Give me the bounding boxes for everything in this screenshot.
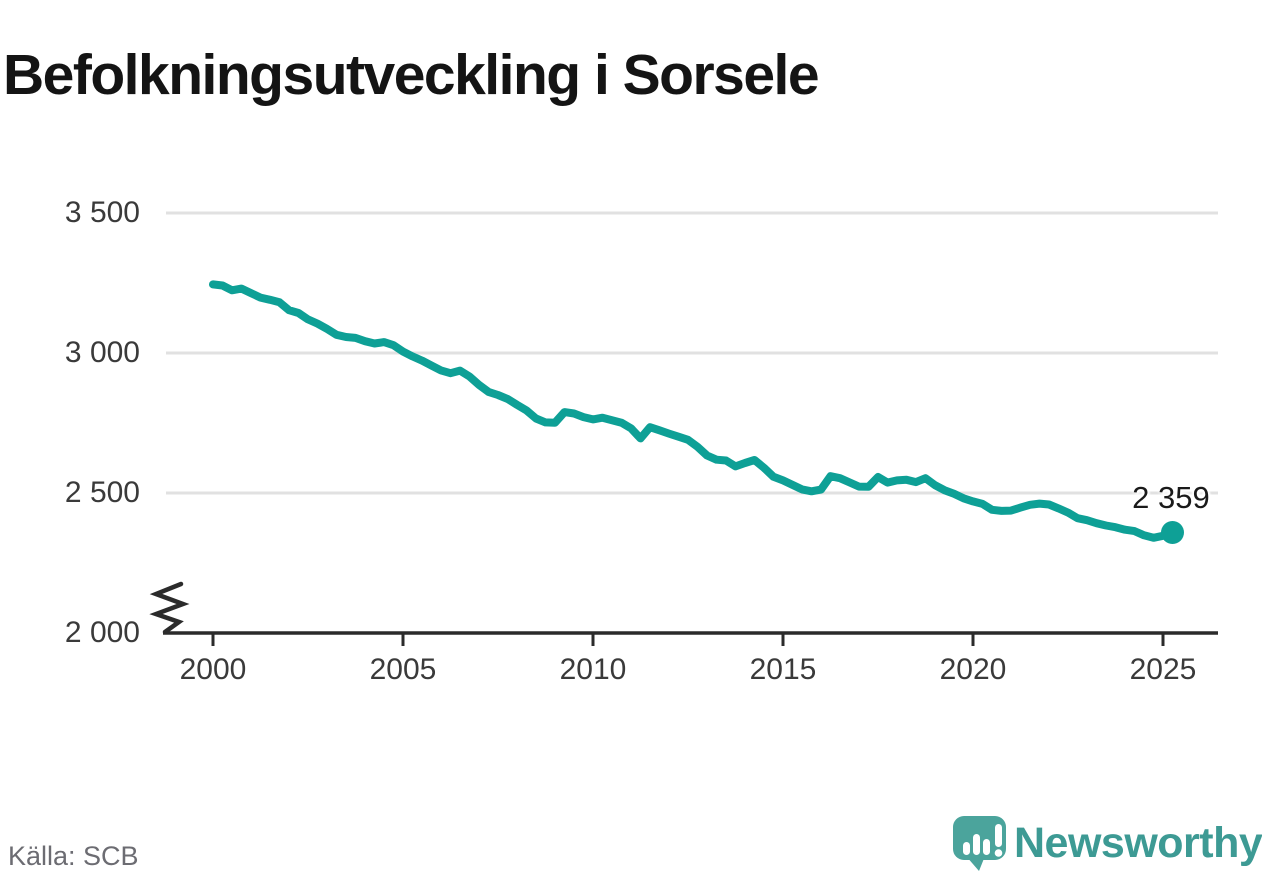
x-tick-label-2000: 2000 [179,653,247,686]
logo-exclamation-bar [995,824,1002,847]
logo-bar-3 [983,839,990,855]
series-end-dot [1161,520,1184,544]
x-tick-label-2020: 2020 [939,653,1007,686]
y-tick-label-2500: 2 500 [64,476,140,509]
chart-title: Befolkningsutveckling i Sorsele [3,43,820,108]
x-tick-label-2015: 2015 [749,653,817,686]
logo-bar-1 [963,842,970,855]
y-tick-label-3500: 3 500 [64,196,140,229]
last-value-label: 2 359 [1132,480,1210,515]
logo-exclamation-dot [994,849,1003,857]
source-caption: Källa: SCB [8,841,139,871]
y-tick-label-2000: 2 000 [64,616,140,649]
population-series-line [209,280,1177,542]
newsworthy-logo-icon [953,816,1006,871]
logo-bar-2 [973,834,980,855]
x-tick-label-2025: 2025 [1129,653,1197,686]
y-tick-label-3000: 3 000 [64,336,140,369]
y-axis-break-icon [149,581,190,635]
logo-bubble-tail [966,856,985,871]
x-tick-label-2010: 2010 [559,653,627,686]
x-tick-label-2005: 2005 [369,653,437,686]
newsworthy-wordmark: Newsworthy [1014,819,1262,867]
